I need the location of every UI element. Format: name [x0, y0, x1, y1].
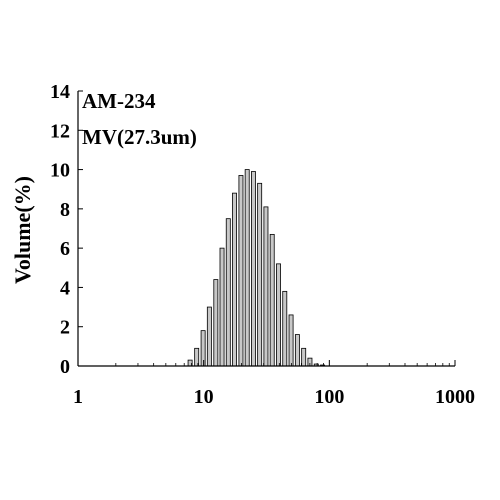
- bar: [219, 247, 225, 367]
- bars-layer: [187, 169, 325, 367]
- y-tick-label: 0: [60, 356, 70, 378]
- labels-layer: 0 2 4 6 8 10 12 14 1 10 100 1000: [50, 81, 475, 408]
- bar: [200, 330, 206, 367]
- bar: [294, 334, 300, 367]
- bar: [225, 218, 231, 367]
- bar: [288, 314, 294, 367]
- bar: [276, 263, 281, 367]
- bar: [251, 171, 256, 367]
- y-tick-label: 8: [60, 199, 70, 221]
- bar: [301, 347, 307, 367]
- x-tick-label: 1000: [435, 386, 475, 408]
- y-tick-label: 14: [50, 81, 70, 103]
- bar: [232, 192, 237, 367]
- annotation-mean-volume: MV(27.3um): [82, 125, 197, 149]
- bar: [257, 182, 263, 367]
- x-tick-label: 100: [314, 386, 344, 408]
- y-tick-label: 10: [50, 160, 70, 182]
- bar: [244, 169, 250, 367]
- bar: [282, 290, 288, 367]
- bar: [238, 175, 244, 367]
- bar: [206, 306, 212, 367]
- x-tick-label: 10: [194, 386, 214, 408]
- y-axis-title: Volume(%): [10, 176, 35, 284]
- y-tick-label: 6: [60, 238, 70, 260]
- y-tick-label: 12: [50, 120, 70, 142]
- axes-layer: [77, 90, 456, 367]
- bar: [213, 279, 219, 367]
- y-tick-label: 2: [60, 317, 70, 339]
- bar: [263, 206, 269, 367]
- annotation-sample-id: AM-234: [82, 89, 156, 113]
- bar: [269, 233, 275, 367]
- y-tick-label: 4: [60, 277, 70, 299]
- x-tick-label: 1: [73, 386, 83, 408]
